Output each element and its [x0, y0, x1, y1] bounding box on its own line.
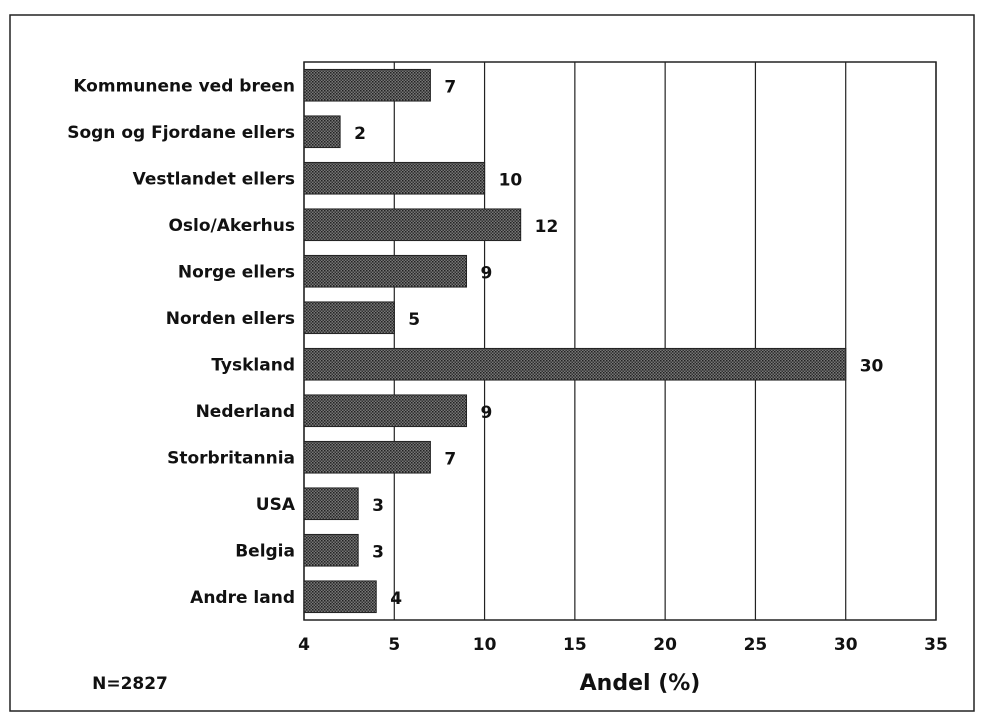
data-label: 30 — [860, 356, 884, 376]
x-tick-label: 20 — [653, 635, 677, 655]
y-tick-label: Kommunene ved breen — [73, 76, 295, 96]
data-label: 3 — [372, 542, 384, 562]
y-tick-label: Andre land — [190, 588, 295, 608]
bar — [303, 254, 468, 288]
x-tick-label: 25 — [744, 635, 768, 655]
y-tick-label: Vestlandet ellers — [133, 169, 295, 189]
data-label: 10 — [499, 170, 523, 190]
bar — [303, 347, 847, 381]
data-label: 5 — [408, 310, 420, 330]
y-tick-label: Belgia — [235, 541, 295, 561]
y-tick-label: Norden ellers — [166, 309, 295, 329]
plot-area — [303, 61, 937, 621]
x-axis-label: Andel (%) — [580, 671, 701, 696]
data-label: 3 — [372, 496, 384, 516]
y-tick-label: Oslo/Akerhus — [168, 216, 295, 236]
y-tick-label: Storbritannia — [167, 448, 295, 468]
bar — [303, 440, 431, 474]
bar — [303, 487, 359, 521]
bar — [303, 394, 468, 428]
data-label: 9 — [481, 263, 493, 283]
frame — [9, 14, 975, 712]
x-tick-label: 4 — [298, 635, 310, 655]
bar — [303, 208, 522, 242]
bar — [303, 68, 431, 102]
bar — [303, 301, 395, 335]
data-label: 2 — [354, 124, 366, 144]
y-tick-label: Tyskland — [211, 355, 295, 375]
data-label: 12 — [535, 217, 559, 237]
annotation: N=2827 — [92, 674, 168, 694]
bar — [303, 161, 486, 195]
y-tick-label: Nederland — [196, 402, 295, 422]
x-tick-label: 10 — [473, 635, 497, 655]
bar — [303, 580, 377, 614]
bar — [303, 533, 359, 567]
x-tick-label: 35 — [924, 635, 948, 655]
data-label: 7 — [444, 77, 456, 97]
x-tick-label: 30 — [834, 635, 858, 655]
x-tick-label: 5 — [388, 635, 400, 655]
bar — [303, 115, 341, 149]
data-label: 9 — [481, 403, 493, 423]
y-tick-label: Sogn og Fjordane ellers — [67, 123, 295, 143]
x-tick-label: 15 — [563, 635, 587, 655]
data-label: 4 — [390, 589, 402, 609]
data-label: 7 — [444, 449, 456, 469]
y-tick-label: USA — [256, 495, 296, 515]
y-tick-label: Norge ellers — [178, 262, 295, 282]
